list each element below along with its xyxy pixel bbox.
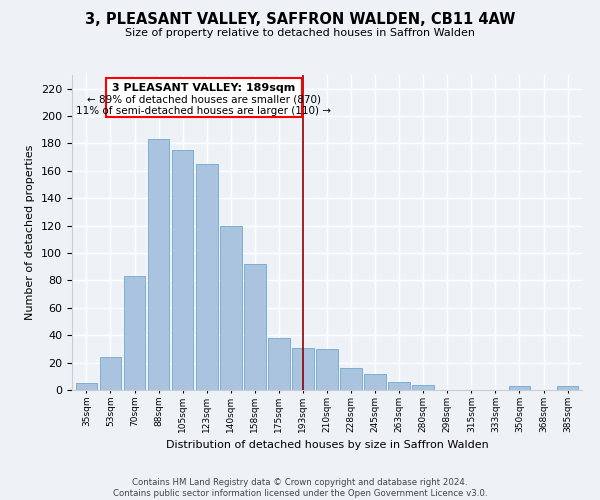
Bar bbox=[364, 374, 386, 390]
Bar bbox=[509, 386, 530, 390]
Bar bbox=[100, 357, 121, 390]
Text: 3, PLEASANT VALLEY, SAFFRON WALDEN, CB11 4AW: 3, PLEASANT VALLEY, SAFFRON WALDEN, CB11… bbox=[85, 12, 515, 28]
Bar bbox=[316, 349, 338, 390]
Text: Contains HM Land Registry data © Crown copyright and database right 2024.
Contai: Contains HM Land Registry data © Crown c… bbox=[113, 478, 487, 498]
Bar bbox=[124, 276, 145, 390]
Text: 11% of semi-detached houses are larger (110) →: 11% of semi-detached houses are larger (… bbox=[76, 106, 331, 116]
Bar bbox=[196, 164, 218, 390]
Text: 3 PLEASANT VALLEY: 189sqm: 3 PLEASANT VALLEY: 189sqm bbox=[112, 83, 295, 93]
Bar bbox=[292, 348, 314, 390]
Bar bbox=[268, 338, 290, 390]
Y-axis label: Number of detached properties: Number of detached properties bbox=[25, 145, 35, 320]
X-axis label: Distribution of detached houses by size in Saffron Walden: Distribution of detached houses by size … bbox=[166, 440, 488, 450]
FancyBboxPatch shape bbox=[106, 78, 302, 118]
Bar bbox=[220, 226, 242, 390]
Bar bbox=[388, 382, 410, 390]
Bar bbox=[76, 383, 97, 390]
Bar bbox=[148, 140, 169, 390]
Bar bbox=[172, 150, 193, 390]
Bar bbox=[412, 384, 434, 390]
Bar bbox=[557, 386, 578, 390]
Bar bbox=[244, 264, 266, 390]
Text: Size of property relative to detached houses in Saffron Walden: Size of property relative to detached ho… bbox=[125, 28, 475, 38]
Text: ← 89% of detached houses are smaller (870): ← 89% of detached houses are smaller (87… bbox=[87, 95, 321, 105]
Bar bbox=[340, 368, 362, 390]
